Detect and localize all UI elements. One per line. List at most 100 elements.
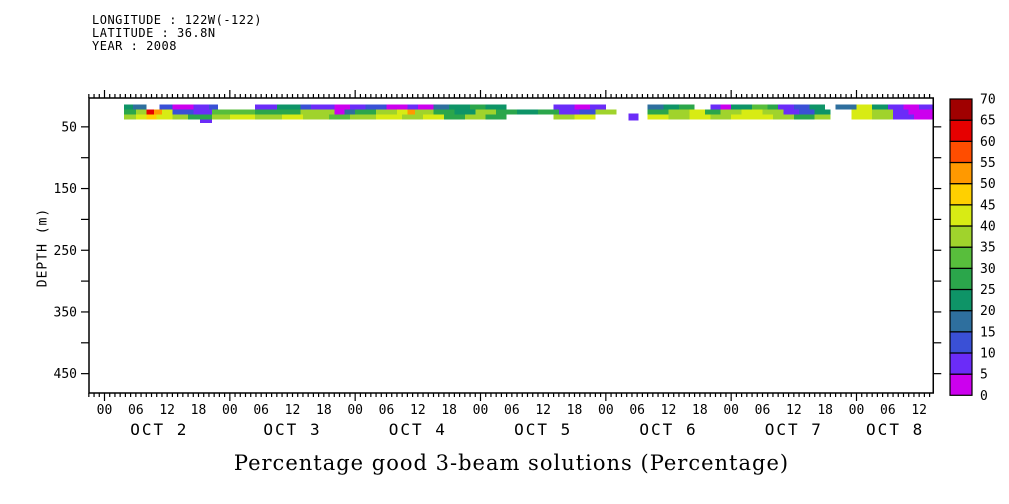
heatmap-cell: [689, 114, 711, 120]
colorbar-label: 15: [980, 325, 996, 340]
heatmap-cell: [851, 109, 873, 115]
depth-label: 50: [61, 120, 77, 135]
heatmap-cell: [276, 104, 301, 110]
colorbar-block: [949, 246, 973, 269]
colorbar-block: [949, 119, 973, 142]
colorbar-block: [949, 352, 973, 375]
hour-label: 12: [535, 403, 551, 418]
colorbar-block: [949, 140, 973, 164]
hour-label: 12: [911, 403, 927, 418]
heatmap-cell: [123, 104, 134, 110]
hour-label: 18: [817, 403, 833, 418]
hour-label: 00: [473, 403, 489, 418]
day-label: OCT 4: [389, 420, 447, 439]
heatmap-cell: [423, 114, 444, 120]
colorbar-label: 35: [980, 241, 996, 256]
heatmap-cell: [159, 104, 173, 110]
heatmap-cell: [282, 114, 303, 120]
heatmap-cell: [485, 104, 507, 110]
heatmap-cell: [417, 104, 434, 110]
heatmap-cell: [647, 109, 669, 115]
heatmap-cell: [386, 104, 408, 110]
colorbar-label: 20: [980, 304, 996, 319]
heatmap-cell: [668, 109, 690, 115]
heatmap-cell: [133, 104, 147, 110]
hour-label: 06: [128, 403, 144, 418]
heatmap-cell: [903, 104, 920, 110]
heatmap-cell: [537, 109, 559, 115]
heatmap-cell: [741, 109, 763, 115]
heatmap-cell: [355, 109, 377, 115]
heatmap-cell: [365, 104, 387, 110]
hour-label: 18: [191, 403, 207, 418]
heatmap-cell: [814, 114, 831, 120]
hour-label: 12: [285, 403, 301, 418]
heatmap-cell: [595, 109, 617, 115]
heatmap-cell: [407, 104, 418, 110]
hour-label: 12: [786, 403, 802, 418]
hour-label: 18: [567, 403, 583, 418]
heatmap-cell: [799, 109, 815, 115]
hour-label: 00: [598, 403, 614, 418]
heatmap-cell: [415, 109, 434, 115]
heatmap-cell: [172, 104, 194, 110]
depth-label: 450: [54, 367, 77, 382]
day-label: OCT 5: [514, 420, 572, 439]
heatmap-cell: [188, 114, 213, 120]
heatmap-cell: [200, 119, 213, 124]
heatmap-cell: [146, 109, 155, 115]
heatmap-cell: [302, 114, 330, 120]
heatmap-cell: [574, 104, 591, 110]
longitude-label: LONGITUDE : 122W(-122): [92, 13, 262, 27]
day-label: OCT 7: [765, 420, 823, 439]
hour-label: 00: [723, 403, 739, 418]
heatmap-cell: [161, 109, 173, 115]
heatmap-cell: [872, 109, 894, 115]
colorbar-label: 60: [980, 135, 996, 150]
hour-label: 06: [629, 403, 645, 418]
heatmap-cell: [710, 104, 721, 110]
latitude-label: LATITUDE : 36.8N: [92, 26, 216, 40]
heatmap-cell: [913, 114, 934, 120]
hour-label: 00: [849, 403, 865, 418]
year-label: YEAR : 2008: [92, 39, 177, 53]
heatmap-cell: [647, 104, 664, 110]
hour-label: 00: [222, 403, 238, 418]
hour-label: 12: [410, 403, 426, 418]
heatmap-cell: [470, 104, 486, 110]
colorbar-block: [949, 225, 973, 248]
colorbar-label: 40: [980, 219, 996, 234]
heatmap-cell: [376, 114, 403, 120]
heatmap-cell: [553, 104, 575, 110]
heatmap-cell: [752, 104, 768, 110]
heatmap-cell: [454, 109, 476, 115]
colorbar-label: 0: [980, 389, 988, 404]
heatmap-cell: [300, 109, 335, 115]
heatmap-cell: [212, 114, 230, 120]
colorbar-block: [949, 310, 973, 333]
heatmap-cell: [762, 109, 784, 115]
plot-header: LONGITUDE : 122W(-122) LATITUDE : 36.8N …: [92, 14, 262, 53]
heatmap-cell: [720, 109, 742, 115]
heatmap-cell: [396, 109, 408, 115]
hour-label: 06: [755, 403, 771, 418]
heatmap-cell: [814, 109, 831, 115]
heatmap-cell: [156, 114, 173, 120]
heatmap-cell: [146, 114, 157, 120]
day-label: OCT 3: [263, 420, 321, 439]
heatmap-cell: [443, 114, 465, 120]
colorbar-block: [949, 288, 973, 312]
heatmap-cell: [678, 104, 695, 110]
heatmap-cell: [872, 104, 888, 110]
colorbar-label: 30: [980, 262, 996, 277]
heatmap-cell: [154, 109, 162, 115]
heatmap-cell: [574, 114, 596, 120]
hour-label: 06: [379, 403, 395, 418]
hour-label: 06: [880, 403, 896, 418]
depth-label: 250: [54, 244, 77, 259]
heatmap-cell: [872, 114, 894, 120]
heatmap-cell: [376, 109, 397, 115]
heatmap-cell: [851, 114, 873, 120]
heatmap-cell: [663, 104, 679, 110]
